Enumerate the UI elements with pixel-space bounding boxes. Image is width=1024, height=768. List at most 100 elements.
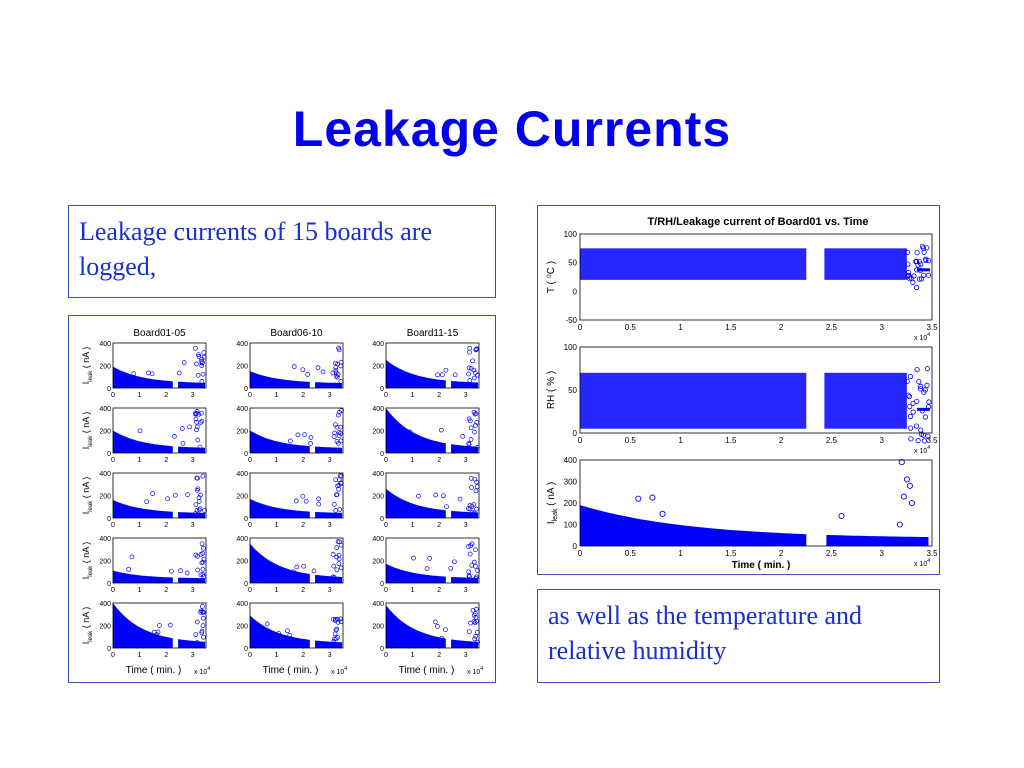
outlier-point (469, 485, 474, 490)
outlier-point (198, 410, 204, 416)
outlier-point (838, 512, 845, 519)
outlier-point (335, 372, 341, 377)
x-tick-label: 3 (191, 652, 195, 659)
x-tick-label: 1.5 (725, 323, 737, 332)
outlier-point (201, 350, 207, 355)
y-axis-label: Ileak ( nA ) (81, 607, 94, 645)
x-tick-label: 1 (275, 392, 279, 399)
data-point (911, 273, 917, 279)
outlier-point (155, 629, 161, 635)
data-point (926, 399, 932, 405)
x-tick-label: 3 (464, 522, 468, 529)
y-tick-label: 400 (99, 406, 111, 413)
plot-frame (579, 233, 933, 321)
x-tick-label: 2.5 (826, 323, 838, 332)
outlier-point (472, 476, 478, 482)
x-tick-label: 1 (678, 436, 683, 445)
y-axis-label: T ( ⁰C ) (546, 261, 557, 293)
data-point (907, 425, 914, 431)
x-exponent: x 104 (331, 666, 347, 676)
x-tick-label: 3 (464, 652, 468, 659)
outlier-point (333, 627, 339, 633)
outlier-point (266, 632, 272, 638)
outlier-point (195, 567, 201, 573)
x-tick-label: 0 (111, 587, 115, 594)
outlier-point (416, 493, 421, 499)
data-point (905, 392, 911, 398)
outlier-point (172, 434, 177, 439)
outlier-point (144, 499, 150, 505)
y-tick-label: 200 (372, 429, 384, 436)
outlier-point (179, 426, 185, 431)
outlier-point (285, 628, 290, 634)
data-point (907, 374, 913, 380)
outlier-point (194, 410, 199, 416)
outlier-point (896, 521, 903, 528)
y-tick-label: 0 (380, 581, 384, 588)
outlier-point (305, 372, 311, 377)
outlier-point (331, 636, 337, 642)
outlier-point (149, 371, 155, 377)
x-tick-label: 1 (138, 457, 142, 464)
outlier-point (475, 639, 480, 645)
y-tick-label: 0 (107, 516, 111, 523)
outlier-point (337, 507, 343, 512)
x-tick-label: 0.5 (625, 323, 637, 332)
leakage-area (113, 603, 206, 648)
outlier-point (330, 552, 336, 557)
outlier-point (193, 510, 198, 516)
outlier-point (201, 545, 206, 551)
outlier-point (195, 553, 200, 559)
outlier-point (172, 492, 178, 498)
outlier-point (300, 367, 306, 373)
y-tick-label: 400 (372, 601, 384, 608)
y-tick-label: 0 (380, 386, 384, 393)
plot-frame (112, 472, 207, 519)
x-tick-label: 0 (384, 392, 388, 399)
y-tick-label: 200 (236, 624, 248, 631)
data-band (824, 248, 907, 280)
y-tick-label: 0 (573, 287, 578, 296)
plot-frame (385, 342, 480, 389)
plot-frame (249, 407, 344, 454)
data-point (906, 275, 912, 281)
x-tick-label: 0 (578, 549, 583, 558)
x-tick-label: 2 (301, 392, 305, 399)
x-tick-label: 0 (111, 522, 115, 529)
outlier-point (466, 365, 472, 371)
leakage-area (113, 430, 206, 453)
outlier-point (202, 508, 207, 513)
data-point (905, 261, 911, 267)
leakage-area (250, 615, 343, 648)
y-tick-label: 50 (568, 386, 577, 395)
x-tick-label: 1 (275, 652, 279, 659)
leakage-area (386, 605, 479, 648)
data-point (923, 257, 929, 264)
outlier-point (659, 510, 666, 517)
y-tick-label: 400 (236, 536, 248, 543)
outlier-point (335, 539, 341, 544)
outlier-point (199, 379, 205, 384)
leakage-area (250, 498, 343, 518)
plot-frame (112, 342, 207, 389)
y-tick-label: 400 (236, 601, 248, 608)
outlier-point (150, 491, 155, 496)
y-tick-label: 100 (564, 230, 578, 239)
outlier-point (334, 374, 340, 380)
x-tick-label: 2 (779, 323, 784, 332)
outlier-point (334, 545, 340, 550)
y-tick-label: 300 (564, 478, 578, 487)
y-tick-label: 400 (372, 471, 384, 478)
x-tick-label: 3 (328, 587, 332, 594)
data-band (580, 372, 807, 429)
x-tick-label: 2 (437, 587, 441, 594)
x-tick-label: 3 (464, 457, 468, 464)
x-tick-label: 3.5 (926, 436, 938, 445)
outlier-point (178, 568, 183, 573)
data-point (905, 270, 912, 276)
x-exponent: x 104 (914, 332, 930, 342)
x-axis-label: Time ( min. ) (263, 665, 319, 676)
data-point (904, 378, 910, 384)
leakage-area (580, 505, 929, 546)
outlier-point (649, 494, 656, 501)
